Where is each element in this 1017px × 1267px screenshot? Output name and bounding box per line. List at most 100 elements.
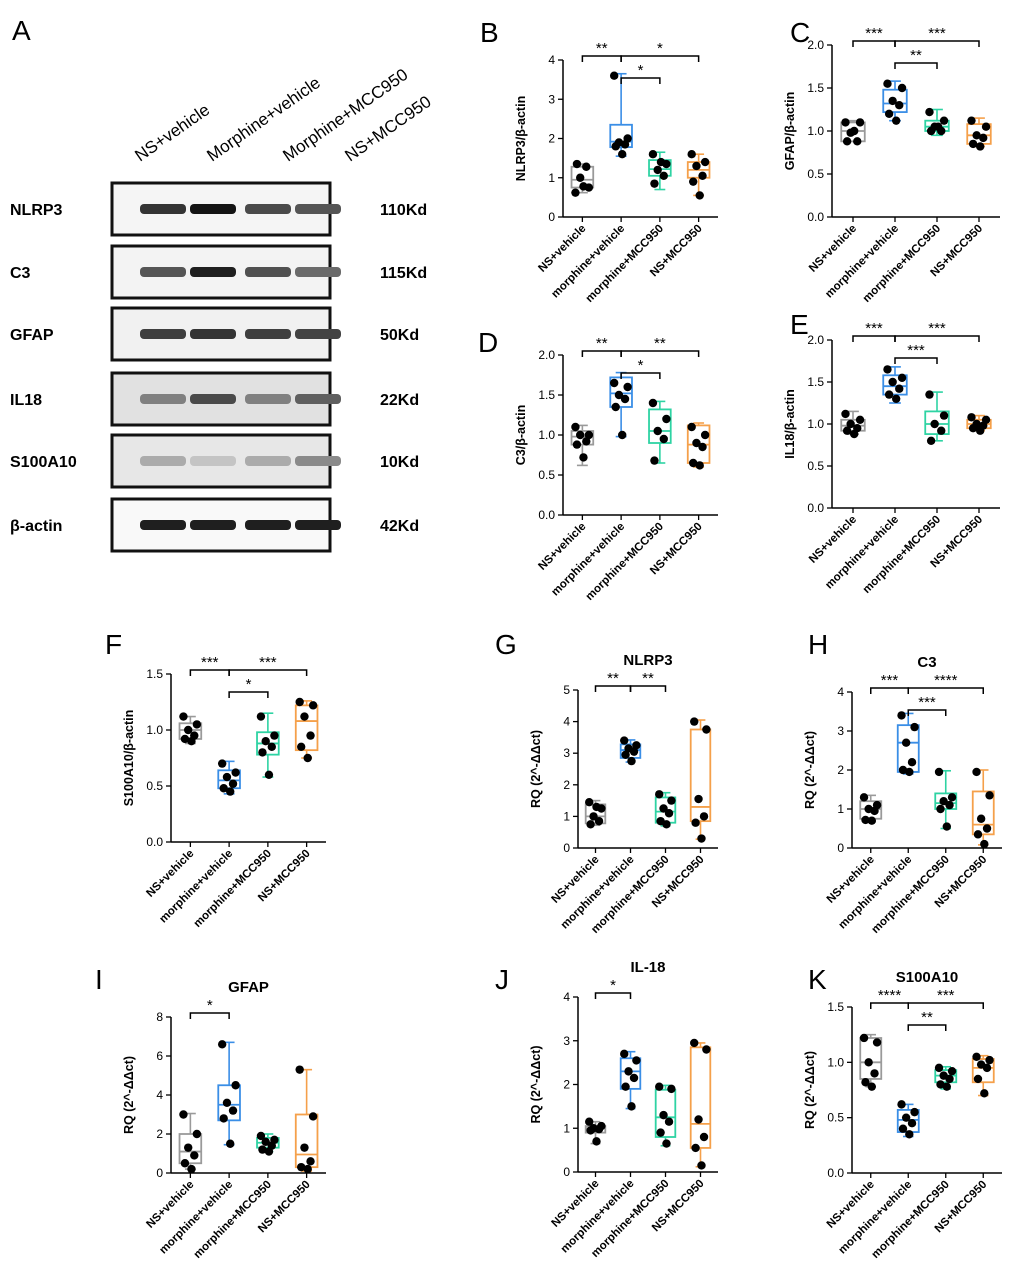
protein-label: NLRP3 — [10, 202, 63, 219]
data-point — [855, 118, 865, 127]
data-point — [586, 1126, 595, 1135]
chart-panel-e: E0.00.51.01.52.0IL18/β-actinNS+vehiclemo… — [783, 309, 1000, 596]
data-point — [926, 126, 936, 136]
data-point — [692, 438, 701, 448]
data-point — [226, 1139, 235, 1148]
data-point — [849, 126, 859, 136]
data-point — [981, 122, 991, 131]
y-axis-label: S100A10/β-actin — [122, 710, 136, 807]
data-point — [258, 1145, 267, 1154]
y-tick-label: 4 — [563, 715, 570, 729]
data-point — [687, 422, 696, 432]
data-point — [264, 1147, 274, 1156]
x-tick-label: morphine+vehicle — [823, 223, 901, 301]
data-point — [308, 701, 318, 710]
significance-bracket: *** — [870, 672, 909, 694]
y-tick-label: 1.0 — [807, 417, 824, 431]
y-tick-label: 4 — [156, 1088, 163, 1102]
data-point — [968, 424, 978, 433]
series-ns-vehicle — [840, 409, 866, 439]
data-point — [888, 96, 897, 106]
series-morphine-vehicle — [896, 711, 920, 777]
significance-bracket: ** — [894, 47, 938, 69]
box — [924, 410, 950, 435]
significance-label: * — [657, 40, 663, 57]
y-axis-label: RQ (2^-ΔΔct) — [122, 1056, 136, 1134]
chart-panel-f: F0.00.51.01.5S100A10/β-actinNS+vehiclemo… — [105, 629, 326, 930]
data-point — [297, 742, 306, 751]
data-point — [853, 137, 862, 146]
series-morphine-vehicle — [882, 365, 908, 404]
x-tick-label: morphine+MCC950 — [584, 223, 666, 305]
data-point — [936, 804, 945, 814]
significance-bracket: * — [620, 357, 661, 379]
data-point — [650, 179, 659, 188]
bracket-line — [907, 687, 984, 694]
data-point — [976, 814, 986, 823]
data-point — [968, 139, 978, 149]
x-tick-label: morphine+MCC950 — [192, 1179, 274, 1261]
data-point — [942, 822, 951, 831]
x-tick-label: morphine+vehicle — [549, 223, 627, 301]
data-point — [297, 1162, 306, 1172]
data-point — [592, 1137, 601, 1146]
blot-band — [190, 329, 236, 339]
data-point — [939, 411, 949, 420]
significance-label: ** — [654, 335, 666, 352]
bracket-line — [620, 77, 661, 84]
significance-label: *** — [937, 987, 955, 1004]
data-point — [861, 815, 870, 825]
y-tick-label: 2 — [563, 1078, 570, 1092]
blot-row-actin: β-actin 42Kd — [10, 497, 419, 553]
data-point — [659, 434, 668, 444]
data-point — [571, 188, 580, 197]
data-point — [982, 824, 992, 833]
data-point — [870, 1069, 879, 1078]
series-ns-vehicle — [840, 118, 866, 146]
data-point — [694, 1115, 703, 1124]
data-point — [872, 1038, 882, 1047]
data-point — [702, 725, 711, 734]
data-point — [867, 1082, 876, 1091]
y-tick-label: 0.5 — [538, 468, 555, 482]
series-morphine-vehicle — [619, 1049, 642, 1111]
y-tick-label: 0.0 — [146, 835, 163, 849]
data-point — [572, 159, 582, 169]
significance-bracket: **** — [907, 672, 984, 694]
panel-label: K — [808, 964, 827, 995]
data-point — [576, 430, 585, 440]
blot-row-c3: C3 115Kd — [10, 244, 427, 300]
series-ns-vehicle — [584, 1117, 607, 1146]
y-tick-label: 4 — [837, 685, 844, 699]
y-tick-label: 1.5 — [146, 667, 163, 681]
data-point — [594, 816, 604, 826]
data-point — [614, 390, 624, 400]
data-point — [667, 796, 676, 805]
series-morphine-mcc950 — [648, 398, 672, 465]
significance-label: *** — [907, 342, 925, 359]
data-point — [973, 1074, 983, 1084]
panel-label: D — [478, 327, 498, 358]
series-morphine-mcc950 — [924, 390, 950, 445]
significance-label: * — [638, 357, 644, 374]
series-ns-vehicle — [584, 797, 607, 829]
data-point — [576, 173, 585, 182]
series-ns-mcc950 — [966, 116, 992, 151]
significance-bracket: * — [189, 997, 230, 1019]
significance-bracket: * — [620, 62, 661, 84]
y-tick-label: 2.0 — [807, 333, 824, 347]
data-point — [231, 1081, 240, 1090]
data-point — [179, 1110, 188, 1119]
box — [294, 1113, 319, 1169]
data-point — [620, 736, 629, 745]
data-point — [698, 442, 707, 452]
significance-label: *** — [259, 654, 277, 671]
data-point — [656, 1128, 665, 1137]
y-tick-label: 8 — [156, 1010, 163, 1024]
y-tick-label: 2.0 — [807, 38, 824, 52]
blot-band — [295, 267, 341, 277]
data-point — [308, 1112, 318, 1121]
data-point — [692, 161, 701, 171]
box — [570, 430, 595, 446]
data-point — [589, 812, 598, 821]
